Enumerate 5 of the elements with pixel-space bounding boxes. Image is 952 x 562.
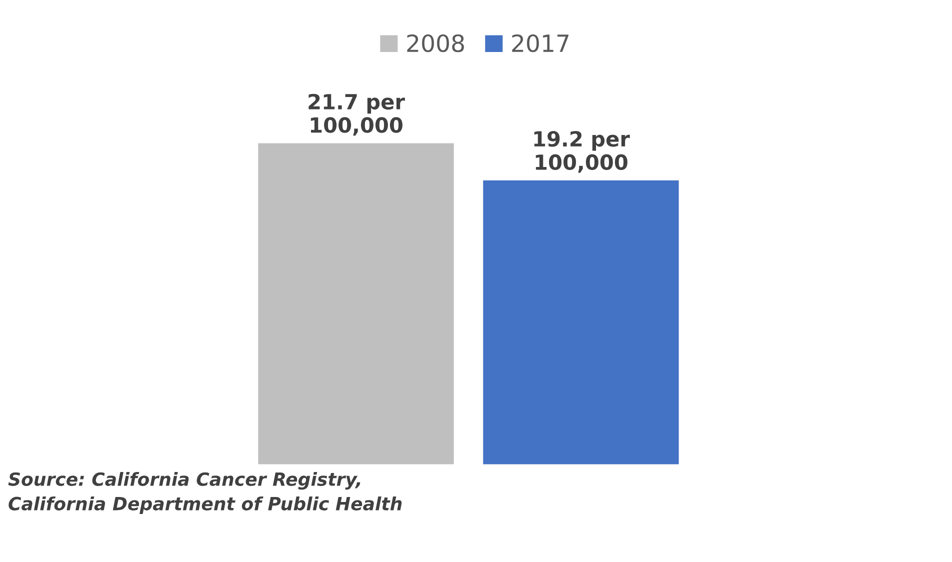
source-note: Source: California Cancer Registry, California Department of Public Health [8,472,402,514]
data-label: 19.2 per 100,000 [534,130,630,173]
legend-label: 2017 [512,34,568,52]
data-label: 21.7 per 100,000 [308,94,405,136]
legend-label: 2008 [407,34,464,52]
